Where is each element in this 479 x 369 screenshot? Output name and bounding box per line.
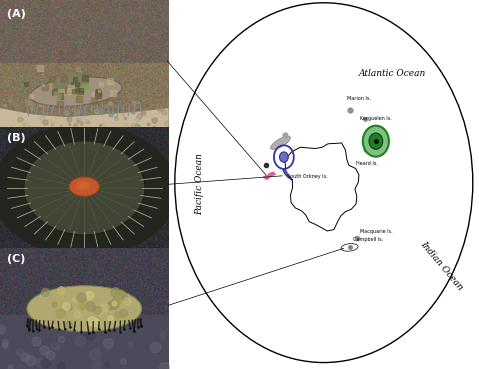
Text: Marion Is.: Marion Is.	[347, 96, 371, 101]
Ellipse shape	[341, 244, 358, 251]
Polygon shape	[264, 173, 274, 179]
Text: Campbell Is.: Campbell Is.	[353, 237, 383, 242]
Polygon shape	[283, 169, 293, 180]
Text: Pacific Ocean: Pacific Ocean	[195, 154, 204, 215]
Circle shape	[369, 133, 383, 149]
Text: Kerguelen Is.: Kerguelen Is.	[360, 116, 392, 121]
Ellipse shape	[364, 144, 382, 153]
Text: (C): (C)	[7, 254, 25, 264]
Ellipse shape	[27, 286, 142, 332]
Polygon shape	[0, 108, 169, 127]
Text: (A): (A)	[7, 9, 25, 19]
Ellipse shape	[69, 177, 100, 196]
Text: Atlantic Ocean: Atlantic Ocean	[358, 69, 426, 78]
Ellipse shape	[52, 74, 89, 94]
FancyBboxPatch shape	[0, 315, 169, 369]
Polygon shape	[284, 169, 291, 179]
Polygon shape	[264, 173, 274, 179]
Circle shape	[280, 152, 288, 162]
Text: (B): (B)	[7, 133, 25, 144]
Circle shape	[363, 126, 389, 157]
Text: South Orkney Is.: South Orkney Is.	[287, 174, 328, 179]
Ellipse shape	[23, 141, 145, 235]
Ellipse shape	[30, 77, 122, 106]
Ellipse shape	[271, 136, 290, 149]
Polygon shape	[285, 143, 359, 231]
Text: Heard Is.: Heard Is.	[356, 162, 378, 166]
Ellipse shape	[175, 3, 473, 362]
Ellipse shape	[75, 180, 90, 190]
Ellipse shape	[0, 124, 177, 257]
Text: Macquarie Is.: Macquarie Is.	[360, 229, 392, 234]
Text: Indian Ocean: Indian Ocean	[419, 239, 465, 292]
